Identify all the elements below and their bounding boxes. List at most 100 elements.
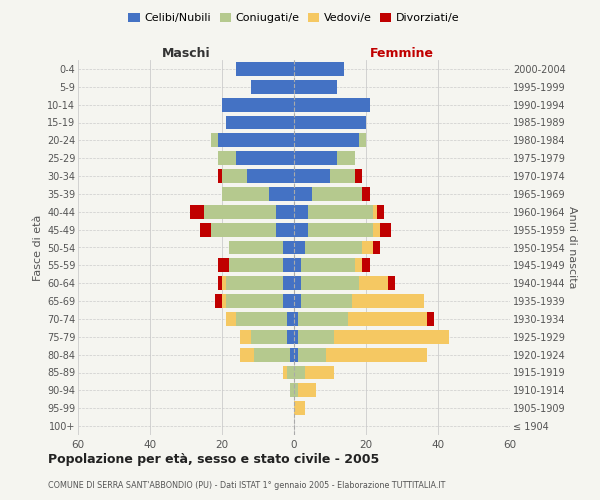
Bar [298,312,348,326]
Bar [362,187,370,201]
Bar [254,348,290,362]
Bar [276,205,294,219]
Bar [226,116,294,130]
Bar [294,116,366,130]
Bar [330,169,355,183]
Bar [287,312,294,326]
Bar [218,151,236,165]
Bar [236,62,294,76]
Bar [298,384,316,398]
Bar [222,294,226,308]
Bar [294,80,337,94]
Bar [294,312,298,326]
Bar [236,312,287,326]
Bar [283,240,294,254]
Bar [294,62,344,76]
Bar [373,222,380,236]
Bar [312,187,362,201]
Bar [301,276,359,290]
Bar [373,240,380,254]
Bar [294,330,298,344]
Y-axis label: Anni di nascita: Anni di nascita [567,206,577,289]
Text: COMUNE DI SERRA SANT'ABBONDIO (PU) - Dati ISTAT 1° gennaio 2005 - Elaborazione T: COMUNE DI SERRA SANT'ABBONDIO (PU) - Dat… [48,480,445,490]
Bar [218,169,222,183]
Bar [359,276,388,290]
Bar [294,240,305,254]
Bar [294,151,337,165]
Bar [298,330,334,344]
Bar [251,80,294,94]
Bar [211,222,276,236]
Bar [283,366,287,380]
Bar [308,205,373,219]
Text: Popolazione per età, sesso e stato civile - 2005: Popolazione per età, sesso e stato civil… [48,452,379,466]
Bar [348,312,427,326]
Bar [355,258,362,272]
Bar [218,134,294,147]
Bar [287,330,294,344]
Bar [294,134,359,147]
Bar [226,276,283,290]
Bar [276,222,294,236]
Bar [283,294,294,308]
Bar [308,222,373,236]
Bar [222,276,226,290]
Bar [298,348,326,362]
Bar [337,151,355,165]
Bar [240,330,251,344]
Bar [373,205,377,219]
Bar [229,258,283,272]
Bar [294,366,305,380]
Bar [222,169,247,183]
Bar [190,205,204,219]
Bar [334,330,449,344]
Bar [294,169,330,183]
Text: Femmine: Femmine [370,47,434,60]
Bar [218,276,222,290]
Bar [222,187,269,201]
Bar [294,348,298,362]
Bar [283,258,294,272]
Bar [362,258,370,272]
Bar [251,330,287,344]
Bar [294,258,301,272]
Bar [226,294,283,308]
Bar [204,205,276,219]
Bar [359,134,366,147]
Bar [283,276,294,290]
Bar [388,276,395,290]
Y-axis label: Fasce di età: Fasce di età [32,214,43,280]
Bar [200,222,211,236]
Bar [380,222,391,236]
Bar [269,187,294,201]
Bar [294,205,308,219]
Bar [247,169,294,183]
Bar [222,98,294,112]
Bar [290,384,294,398]
Bar [427,312,434,326]
Bar [301,294,352,308]
Text: Maschi: Maschi [161,47,211,60]
Bar [215,294,222,308]
Bar [294,276,301,290]
Bar [377,205,384,219]
Bar [326,348,427,362]
Bar [229,240,283,254]
Bar [226,312,236,326]
Bar [294,187,312,201]
Bar [305,240,362,254]
Bar [290,348,294,362]
Bar [294,222,308,236]
Bar [352,294,424,308]
Bar [305,366,334,380]
Bar [236,151,294,165]
Bar [218,258,229,272]
Bar [294,98,370,112]
Bar [355,169,362,183]
Bar [294,384,298,398]
Bar [211,134,218,147]
Bar [301,258,355,272]
Bar [240,348,254,362]
Bar [294,294,301,308]
Bar [294,401,305,415]
